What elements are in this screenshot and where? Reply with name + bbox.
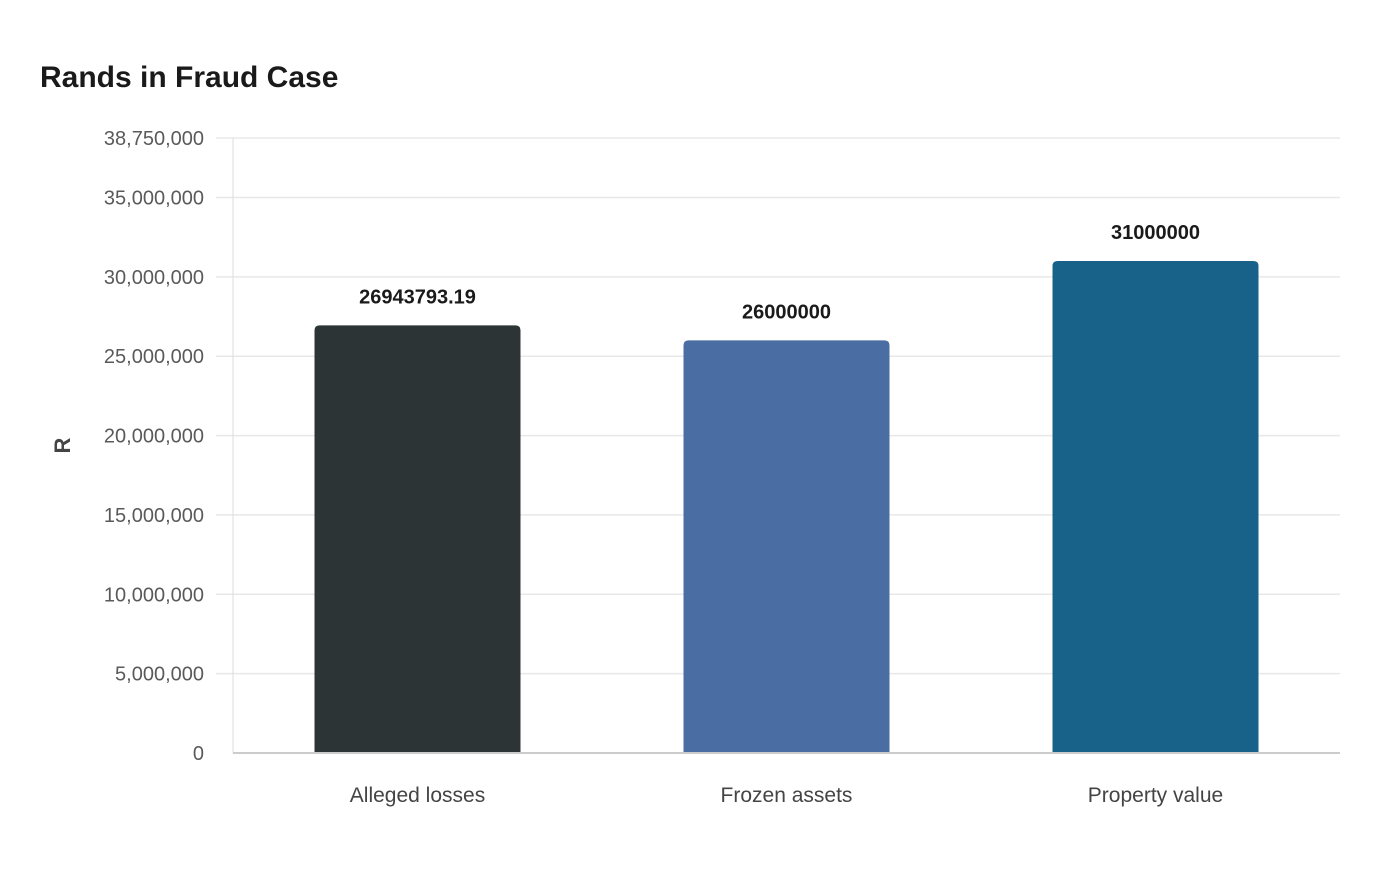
y-tick-label: 35,000,000 — [104, 188, 204, 210]
data-labels: 26943793.19 26000000 31000000 — [359, 222, 1200, 323]
bar-alleged-losses — [314, 325, 521, 753]
y-tick-label: 38,750,000 — [104, 128, 204, 150]
data-label: 31000000 — [1111, 222, 1200, 244]
y-tick-label: 5,000,000 — [115, 664, 204, 686]
y-tick-label: 15,000,000 — [104, 505, 204, 527]
y-tick-label: 0 — [193, 743, 204, 765]
bar-frozen-assets — [683, 340, 890, 753]
y-tick-label: 25,000,000 — [104, 346, 204, 368]
x-category-label: Alleged losses — [350, 784, 485, 807]
y-axis-title: R — [50, 437, 75, 453]
data-label: 26000000 — [742, 301, 831, 323]
x-category-label: Frozen assets — [721, 784, 853, 807]
chart-title: Rands in Fraud Case — [40, 61, 339, 94]
y-axis-ticks: 0 5,000,000 10,000,000 15,000,000 20,000,000… — [104, 128, 204, 765]
y-tick-label: 10,000,000 — [104, 584, 204, 606]
y-tick-label: 30,000,000 — [104, 267, 204, 289]
y-tick-label: 20,000,000 — [104, 426, 204, 448]
x-category-label: Property value — [1088, 784, 1223, 807]
x-axis-categories: Alleged losses Frozen assets Property valu… — [350, 784, 1223, 807]
data-label: 26943793.19 — [359, 286, 476, 308]
bars — [314, 261, 1259, 753]
bar-property-value — [1052, 261, 1259, 753]
